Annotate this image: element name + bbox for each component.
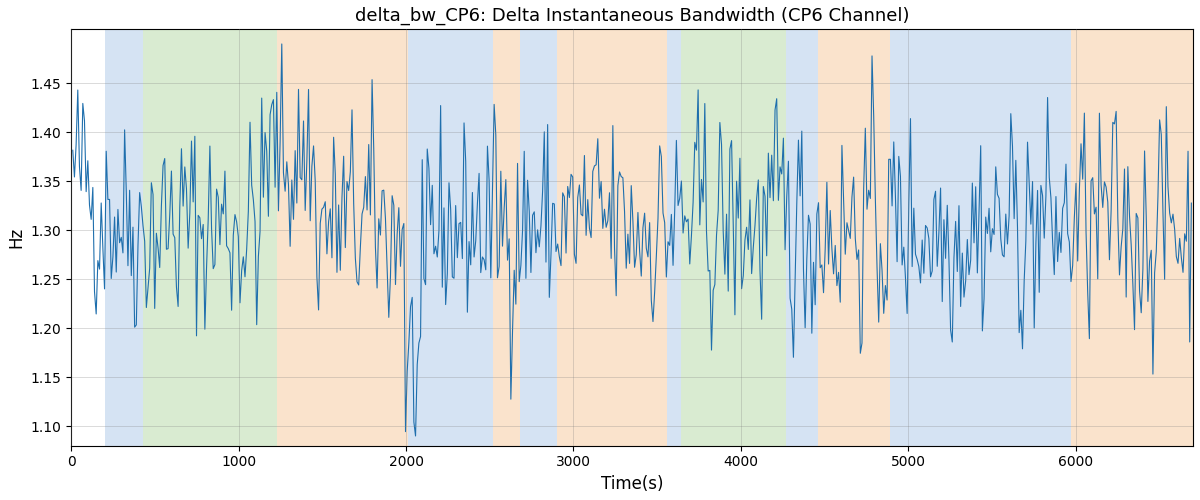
Title: delta_bw_CP6: Delta Instantaneous Bandwidth (CP6 Channel): delta_bw_CP6: Delta Instantaneous Bandwi… — [355, 7, 910, 25]
Bar — [104, 30, 143, 446]
Y-axis label: Hz: Hz — [7, 227, 25, 248]
Bar — [680, 30, 786, 446]
Bar — [557, 30, 667, 446]
Bar — [520, 30, 557, 446]
X-axis label: Time(s): Time(s) — [601, 475, 664, 493]
Bar — [1054, 30, 1070, 446]
Bar — [667, 30, 680, 446]
Bar — [427, 30, 493, 446]
Bar — [1070, 30, 1193, 446]
Bar — [277, 30, 408, 446]
Bar — [493, 30, 520, 446]
Bar — [818, 30, 890, 446]
Bar — [786, 30, 818, 446]
Bar — [408, 30, 427, 446]
Bar — [890, 30, 1054, 446]
Bar — [143, 30, 277, 446]
